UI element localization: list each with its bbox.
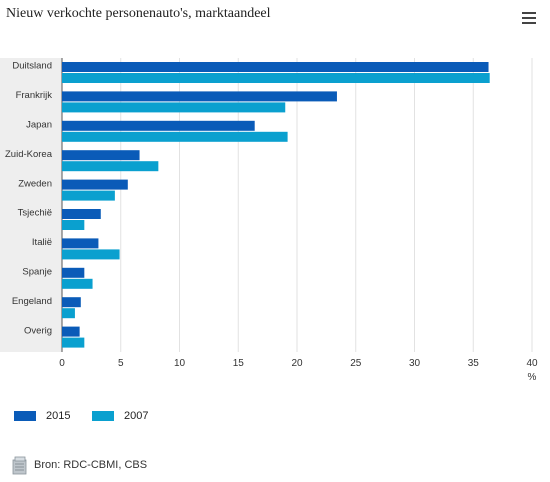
bar-2007-zuid-korea xyxy=(62,161,159,172)
category-label-panel xyxy=(0,58,62,352)
legend-label: 2015 xyxy=(46,410,71,422)
x-tick-label: 20 xyxy=(291,358,303,369)
bar-2007-zweden xyxy=(62,190,115,201)
document-stack-icon xyxy=(12,456,27,475)
bar-2007-frankrijk xyxy=(62,102,286,113)
x-tick-label: 30 xyxy=(409,358,421,369)
bar-2007-spanje xyxy=(62,278,93,289)
category-label: Frankrijk xyxy=(16,90,53,101)
legend-label: 2007 xyxy=(124,410,149,422)
bar-2015-spanje xyxy=(62,267,85,278)
bar-2015-itali- xyxy=(62,238,99,249)
category-label: Italië xyxy=(32,237,52,248)
x-axis-unit-label: % xyxy=(528,372,537,383)
category-label: Duitsland xyxy=(12,61,52,72)
category-label: Spanje xyxy=(22,267,52,278)
category-label: Zweden xyxy=(18,178,52,189)
bar-2007-japan xyxy=(62,131,288,142)
category-label: Overig xyxy=(24,325,52,336)
bar-2015-zuid-korea xyxy=(62,150,140,161)
bar-2015-tsjechi- xyxy=(62,209,101,219)
legend-item-2015[interactable]: 2015 xyxy=(14,410,70,422)
category-label: Tsjechië xyxy=(18,208,52,219)
bar-2015-japan xyxy=(62,120,255,131)
bar-2007-tsjechi- xyxy=(62,220,85,230)
x-tick-label: 0 xyxy=(59,358,65,369)
bar-2007-duitsland xyxy=(62,73,490,83)
bar-2015-overig xyxy=(62,326,80,337)
category-label: Japan xyxy=(26,120,52,131)
hamburger-menu-icon[interactable] xyxy=(522,12,536,24)
bar-2007-engeland xyxy=(62,308,75,319)
source-note: Bron: RDC-CBMI, CBS xyxy=(12,455,147,475)
bar-chart: 0 5 10 15 20 25 30 35 40% Duitsland Frankrijk Japan… xyxy=(0,58,538,383)
bar-2007-overig xyxy=(62,337,85,348)
x-tick-label: 15 xyxy=(233,358,245,369)
bar-2015-frankrijk xyxy=(62,91,337,102)
bar-2015-duitsland xyxy=(62,62,489,72)
bar-2007-itali- xyxy=(62,249,120,260)
category-label: Engeland xyxy=(12,296,52,307)
legend-item-2007[interactable]: 2007 xyxy=(92,410,148,422)
x-tick-label: 35 xyxy=(468,358,480,369)
x-tick-label: 10 xyxy=(174,358,186,369)
x-tick-label: 25 xyxy=(350,358,362,369)
source-text: Bron: RDC-CBMI, CBS xyxy=(34,459,148,471)
x-tick-label: 40 xyxy=(526,358,538,369)
chart-title: Nieuw verkochte personenauto's, marktaan… xyxy=(6,6,271,21)
category-label: Zuid-Korea xyxy=(5,149,53,160)
legend-swatch xyxy=(14,411,36,421)
bar-2015-zweden xyxy=(62,179,128,190)
legend-swatch xyxy=(92,411,114,421)
x-tick-label: 5 xyxy=(118,358,124,369)
bar-2015-engeland xyxy=(62,297,81,308)
